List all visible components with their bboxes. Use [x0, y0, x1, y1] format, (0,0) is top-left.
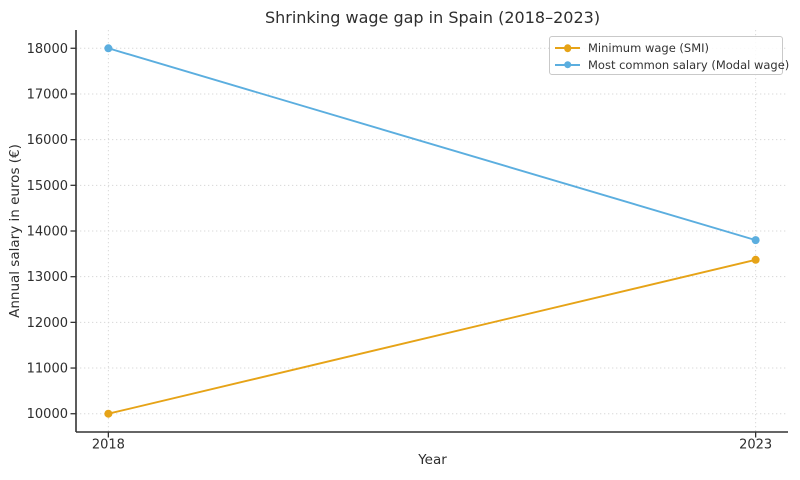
data-point-marker [104, 44, 113, 53]
legend-item-minimum-wage: Minimum wage (SMI) [555, 40, 782, 57]
legend-label-minimum-wage: Minimum wage (SMI) [588, 41, 710, 56]
legend-marker-modal-wage-icon [555, 60, 580, 69]
data-point-marker [751, 236, 760, 245]
y-tick-label: 14000 [27, 225, 68, 240]
x-tick-label: 2023 [739, 438, 772, 453]
series-line-1 [108, 47, 756, 242]
series-line-0 [108, 258, 756, 415]
legend-label-modal-wage: Most common salary (Modal wage) [588, 57, 790, 72]
chart-title: Shrinking wage gap in Spain (2018–2023) [264, 8, 601, 27]
legend-item-modal-wage: Most common salary (Modal wage) [555, 57, 789, 74]
y-tick-label: 10000 [27, 407, 68, 422]
x-axis-label: Year [418, 452, 447, 468]
y-tick-label: 17000 [27, 87, 68, 102]
y-tick-label: 13000 [27, 270, 68, 285]
y-tick-label: 16000 [27, 133, 68, 148]
data-point-marker [751, 255, 760, 264]
legend-marker-minimum-wage-icon [555, 44, 580, 53]
y-tick-label: 12000 [27, 316, 68, 331]
data-point-marker [104, 409, 113, 418]
legend: Minimum wage (SMI) Most common salary (M… [549, 36, 789, 75]
y-tick-label: 11000 [27, 362, 68, 377]
y-tick-label: 18000 [27, 42, 68, 57]
y-tick-label: 15000 [27, 179, 68, 194]
x-tick-label: 2018 [92, 438, 125, 453]
